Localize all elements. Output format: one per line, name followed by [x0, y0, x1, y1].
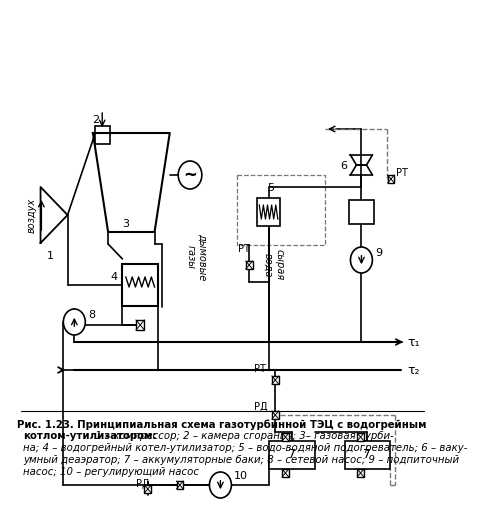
Bar	[282, 469, 289, 477]
Text: РД: РД	[136, 479, 150, 489]
Text: РД: РД	[254, 402, 268, 412]
Text: РТ: РТ	[396, 168, 408, 178]
Bar	[270, 441, 315, 469]
Circle shape	[209, 472, 231, 498]
Text: 1: 1	[47, 251, 54, 261]
Bar	[388, 175, 394, 183]
Text: насос; 10 – регулирующий насос: насос; 10 – регулирующий насос	[23, 467, 199, 477]
Polygon shape	[93, 133, 170, 232]
Text: умный деаэратор; 7 – аккумуляторные баки; 8 – сетевой насос; 9 – подпиточный: умный деаэратор; 7 – аккумуляторные баки…	[23, 455, 459, 465]
Text: 4: 4	[111, 272, 118, 282]
Bar	[272, 411, 279, 419]
Text: 8: 8	[88, 310, 95, 320]
Text: РТ: РТ	[254, 364, 266, 374]
Text: τ₂: τ₂	[408, 364, 420, 377]
Text: 5: 5	[267, 183, 274, 193]
Text: 9: 9	[375, 248, 382, 258]
Circle shape	[178, 161, 202, 189]
Bar	[176, 481, 183, 489]
Bar	[345, 441, 390, 469]
Text: τ₁: τ₁	[408, 336, 420, 348]
Bar	[144, 485, 151, 493]
Bar	[282, 433, 289, 441]
Text: РТ: РТ	[238, 244, 250, 254]
Bar	[95, 126, 110, 144]
Bar	[136, 320, 144, 330]
Polygon shape	[41, 187, 68, 243]
Bar	[357, 433, 364, 441]
Bar	[122, 264, 158, 306]
Bar	[349, 200, 374, 224]
Text: 2: 2	[92, 115, 99, 125]
Text: 6: 6	[340, 161, 347, 171]
Text: сырая
вода: сырая вода	[263, 249, 285, 281]
Text: Рис. 1.23. Принципиальная схема газотурбинной ТЭЦ с водогрейным: Рис. 1.23. Принципиальная схема газотурб…	[18, 419, 427, 429]
Bar	[272, 376, 279, 384]
Text: 10: 10	[234, 471, 248, 481]
Text: дымовые
газы: дымовые газы	[186, 233, 207, 281]
Bar	[257, 198, 281, 226]
Bar	[357, 469, 364, 477]
Bar	[246, 261, 253, 269]
Text: 3: 3	[122, 219, 129, 229]
Text: на; 4 – водогрейный котел-утилизатор; 5 – водо-водяной подогреватель; 6 – ваку-: на; 4 – водогрейный котел-утилизатор; 5 …	[23, 443, 467, 453]
Text: 1 – компрессор; 2 – камера сгорания; 3– газовая турби-: 1 – компрессор; 2 – камера сгорания; 3– …	[92, 431, 394, 441]
Text: ~: ~	[183, 166, 197, 184]
Circle shape	[63, 309, 85, 335]
Text: котлом-утилизатором:: котлом-утилизатором:	[23, 431, 156, 441]
Text: воздух: воздух	[27, 197, 37, 233]
Text: 7: 7	[363, 449, 371, 461]
Text: 7: 7	[288, 449, 296, 461]
Circle shape	[351, 247, 372, 273]
